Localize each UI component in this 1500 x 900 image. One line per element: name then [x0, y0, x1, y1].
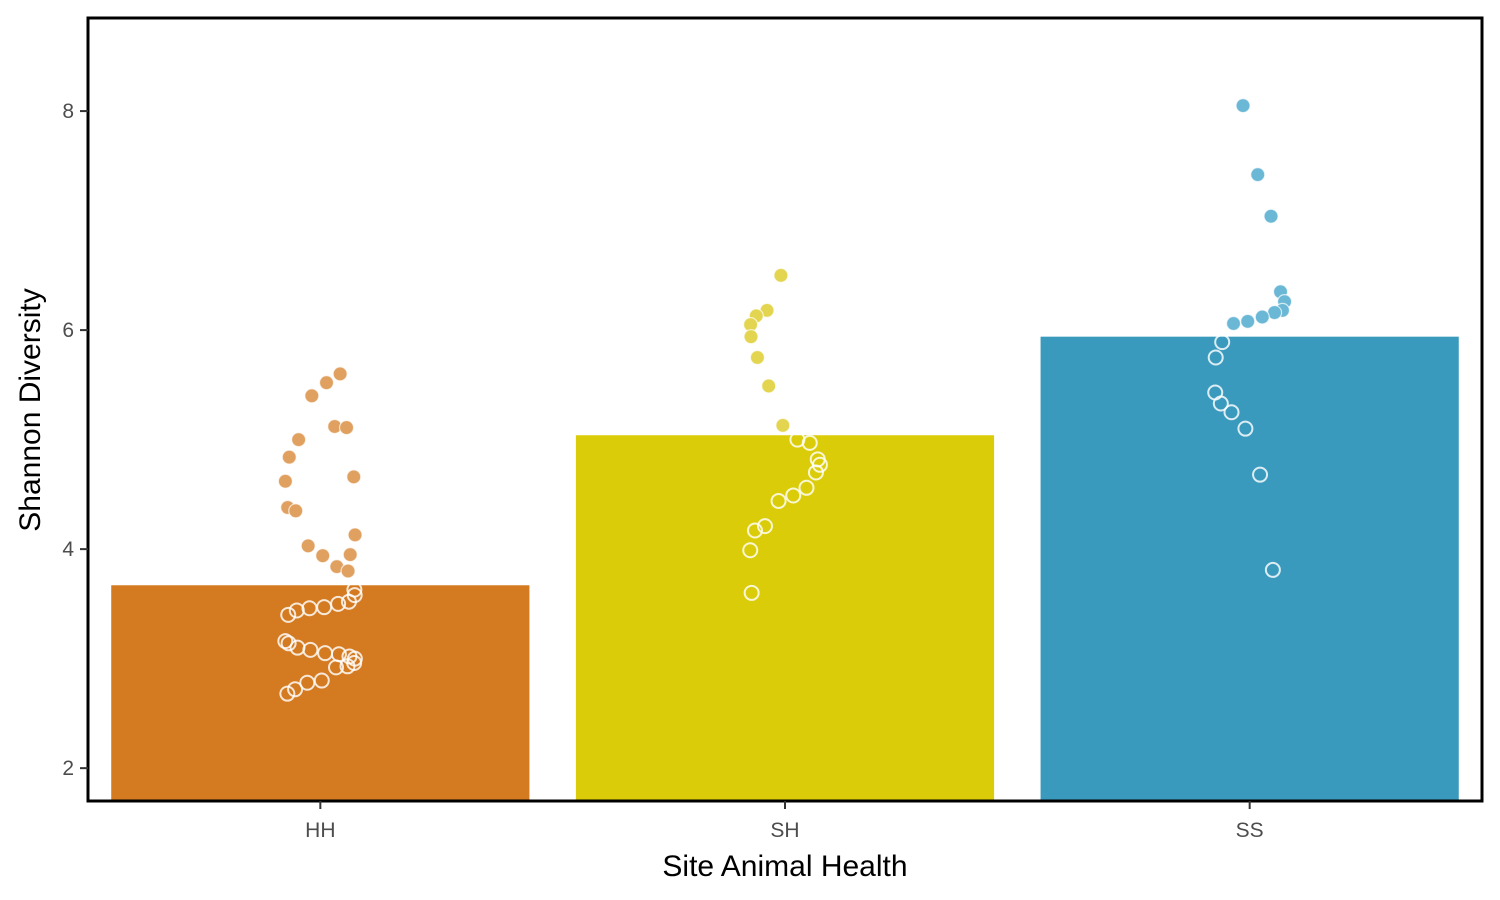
point-hh — [342, 547, 358, 563]
y-axis-title: Shannon Diversity — [14, 288, 47, 531]
point-ss — [1254, 309, 1270, 325]
point-hh — [281, 449, 297, 465]
point-hh — [328, 659, 345, 676]
point-hh — [287, 681, 304, 698]
point-hh — [346, 469, 362, 485]
point-hh — [299, 674, 316, 691]
points — [277, 98, 1293, 702]
x-tick-label-hh: HH — [305, 819, 335, 842]
x-axis: HH SH SS — [305, 801, 1264, 842]
bar-hh — [111, 585, 530, 800]
bar-ss — [1040, 336, 1459, 800]
point-sh — [773, 267, 789, 283]
point-hh — [288, 602, 305, 619]
point-sh — [801, 434, 818, 451]
point-sh — [775, 417, 791, 433]
point-hh — [315, 548, 331, 564]
point-sh — [807, 464, 824, 481]
y-tick-label: 4 — [62, 538, 74, 561]
y-tick-label: 6 — [62, 319, 74, 342]
point-ss — [1240, 313, 1256, 329]
point-ss — [1235, 98, 1251, 114]
point-hh — [302, 641, 319, 658]
point-hh — [340, 563, 356, 579]
x-tick-label-ss: SS — [1236, 819, 1264, 842]
point-sh — [785, 487, 802, 504]
point-hh — [347, 527, 363, 543]
point-sh — [770, 492, 787, 509]
bar-sh — [575, 435, 995, 800]
point-sh — [749, 349, 766, 366]
x-tick-label-sh: SH — [770, 819, 799, 842]
point-sh — [743, 329, 759, 345]
point-hh — [280, 635, 297, 652]
point-ss — [1214, 334, 1231, 351]
point-sh — [742, 542, 759, 559]
point-ss — [1264, 561, 1281, 578]
point-hh — [277, 633, 294, 650]
point-ss — [1225, 315, 1242, 332]
bars — [111, 336, 1459, 800]
point-hh — [338, 419, 355, 436]
point-hh — [318, 375, 335, 391]
point-hh — [279, 685, 296, 702]
point-ss — [1252, 466, 1269, 483]
point-hh — [304, 388, 320, 404]
point-ss — [1250, 167, 1266, 183]
point-sh — [746, 522, 763, 539]
point-hh — [291, 432, 307, 448]
point-hh — [339, 658, 356, 675]
point-sh — [761, 378, 777, 394]
x-axis-title: Site Animal Health — [662, 850, 907, 883]
point-hh — [300, 538, 316, 554]
y-tick-label: 8 — [62, 100, 74, 123]
point-sh — [811, 456, 828, 473]
y-axis: 2 4 6 8 — [62, 100, 88, 780]
point-sh — [756, 518, 773, 535]
y-tick-label: 2 — [62, 757, 74, 780]
point-ss — [1212, 395, 1229, 412]
point-sh — [798, 479, 815, 496]
point-ss — [1207, 349, 1224, 366]
point-ss — [1237, 420, 1254, 437]
point-hh — [340, 593, 357, 610]
point-sh — [743, 584, 760, 601]
point-hh — [280, 606, 297, 623]
point-hh — [277, 473, 293, 489]
point-hh — [332, 366, 348, 382]
point-ss — [1223, 404, 1240, 421]
point-ss — [1263, 208, 1279, 224]
point-hh — [288, 503, 304, 519]
